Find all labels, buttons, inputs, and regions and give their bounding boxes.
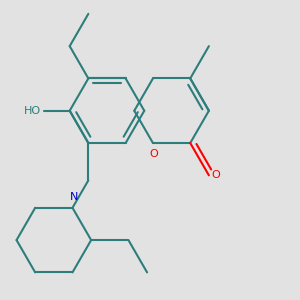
Text: HO: HO: [23, 106, 40, 116]
Text: O: O: [212, 170, 220, 180]
Text: N: N: [70, 192, 79, 202]
Text: O: O: [150, 149, 158, 159]
